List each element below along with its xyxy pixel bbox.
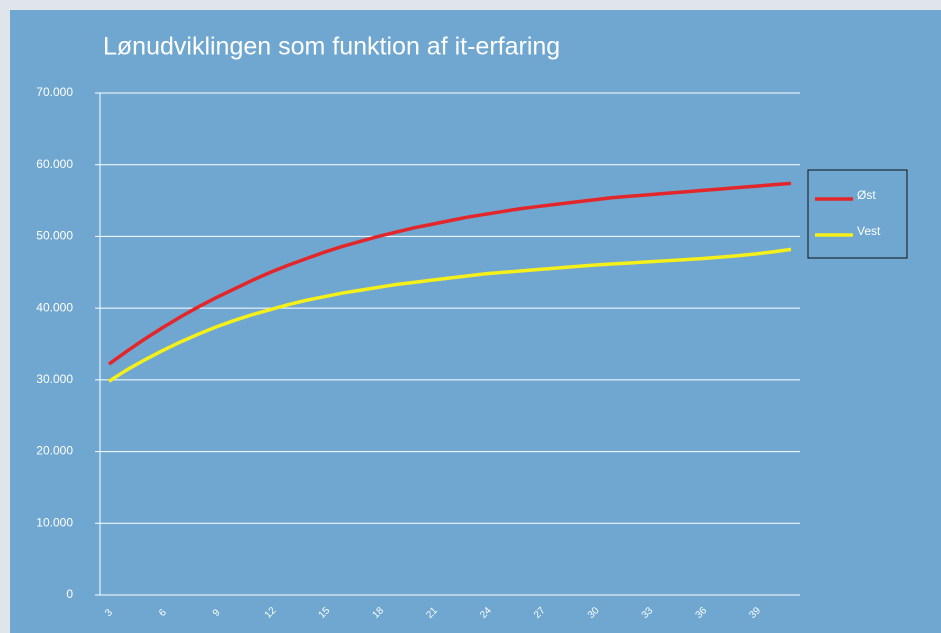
panel <box>10 10 941 633</box>
legend-box <box>807 169 908 259</box>
y-tick-label: 40.000 <box>36 300 73 314</box>
y-tick-label: 50.000 <box>36 229 73 243</box>
y-tick-label: 10.000 <box>36 515 73 529</box>
legend-label: Øst <box>857 188 876 202</box>
y-tick-label: 30.000 <box>36 372 73 386</box>
line-series <box>108 247 792 383</box>
legend-label: Vest <box>857 224 881 238</box>
y-tick-label: 0 <box>66 587 73 601</box>
line-series <box>107 181 792 366</box>
y-tick-label: 20.000 <box>36 444 73 458</box>
chart-title: Lønudviklingen som funktion af it-erfari… <box>103 33 560 61</box>
y-tick-label: 70.000 <box>36 85 73 99</box>
y-tick-label: 60.000 <box>36 157 73 171</box>
